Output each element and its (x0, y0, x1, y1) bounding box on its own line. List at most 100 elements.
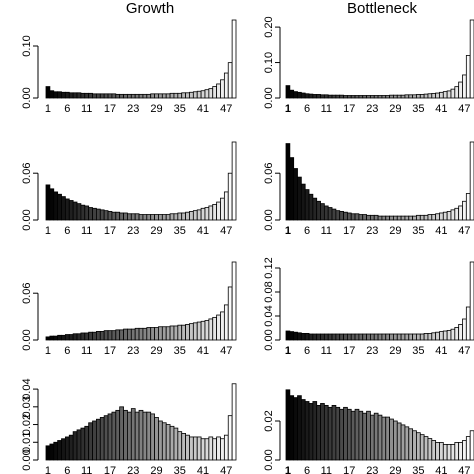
histogram-bar (408, 333, 414, 341)
histogram-bar (189, 91, 194, 99)
x-tick-label: 41 (435, 103, 447, 115)
x-tick-label: 35 (174, 345, 186, 357)
histogram-bar (103, 93, 109, 99)
histogram-bar (323, 404, 329, 461)
histogram-bar (396, 333, 402, 341)
histogram-bar (343, 211, 348, 221)
histogram-bar (423, 214, 429, 221)
histogram-bar (454, 326, 460, 341)
histogram-bar (335, 406, 341, 461)
x-tick-label: 17 (104, 465, 116, 474)
histogram-bar (354, 213, 360, 221)
histogram-bar (419, 94, 425, 99)
histogram-bar (412, 215, 417, 221)
histogram-bar (331, 208, 337, 221)
histogram-bar (119, 212, 124, 221)
histogram-bar (381, 416, 387, 461)
histogram-bar (212, 316, 218, 341)
histogram-bar (439, 91, 444, 99)
histogram-bar (72, 333, 78, 341)
histogram-bar (161, 93, 167, 99)
histogram-bar (450, 443, 456, 461)
x-tick-label: 35 (412, 465, 424, 474)
histogram-bar (111, 330, 117, 341)
histogram-bar (208, 205, 214, 221)
histogram-bar (165, 214, 171, 221)
histogram-bar (53, 441, 59, 461)
histogram-bar (216, 83, 221, 99)
x-tick-label: 1 (285, 103, 291, 115)
histogram-bar (435, 331, 440, 341)
histogram-bar (177, 324, 183, 341)
histogram-bar (173, 325, 179, 341)
histogram-bar (165, 424, 171, 461)
histogram-bar (96, 418, 101, 461)
histogram-bar (192, 91, 198, 99)
histogram-bar (88, 331, 93, 341)
x-tick-label: 47 (220, 103, 232, 115)
histogram-bar (68, 92, 74, 99)
histogram-bar (304, 332, 310, 341)
histogram-bar (343, 406, 348, 461)
histogram-bar (350, 333, 356, 341)
histogram-bar (462, 200, 467, 221)
histogram-bar (72, 92, 78, 99)
histogram-bar (216, 436, 221, 461)
histogram-bar (346, 212, 352, 221)
histogram-bar (450, 209, 456, 221)
x-tick-label: 11 (321, 345, 332, 357)
histogram-bar (327, 207, 333, 221)
histogram-bar (450, 328, 456, 341)
chart-panel-2: 0.00 0.10 0.20 1 6 11 17 23 29 35 41 47 (263, 16, 474, 115)
histogram-bar (431, 332, 437, 341)
histogram-bar (216, 314, 221, 341)
histogram-bar (134, 93, 140, 99)
histogram-bar (227, 62, 233, 99)
x-tick-label: 41 (197, 465, 209, 474)
x-tick-label: 47 (220, 225, 232, 237)
chart-panel-5: 0.00 0.06 1 6 11 17 23 29 35 41 47 (21, 261, 237, 357)
y-tick-label: 0.20 (263, 16, 275, 37)
histogram-bar (366, 410, 371, 461)
histogram-bar (465, 193, 471, 221)
histogram-bar (88, 422, 93, 461)
histogram-bar (358, 214, 364, 221)
histogram-bar (84, 332, 90, 341)
x-tick-label: 17 (104, 225, 116, 237)
histogram-bar (204, 438, 210, 461)
histogram-bar (439, 442, 444, 461)
x-tick-label: 23 (127, 345, 139, 357)
histogram-bar (127, 328, 132, 341)
histogram-bar (96, 331, 101, 341)
histogram-bar (435, 213, 440, 221)
x-tick-label: 29 (150, 345, 162, 357)
histogram-bar (362, 214, 367, 221)
x-tick-label: 29 (389, 103, 401, 115)
histogram-bar (123, 409, 128, 461)
histogram-bar (396, 94, 402, 99)
x-tick-label: 35 (412, 225, 424, 237)
histogram-bar (45, 184, 51, 221)
x-tick-label: 11 (321, 465, 332, 474)
histogram-bar (362, 95, 367, 99)
histogram-bar (297, 176, 302, 221)
histogram-bar (115, 409, 121, 461)
x-tick-label: 17 (343, 345, 355, 357)
histogram-bar (173, 92, 179, 99)
histogram-bar (231, 383, 237, 461)
histogram-bar (454, 442, 460, 461)
histogram-bar (127, 213, 132, 221)
histogram-bar (80, 427, 86, 461)
histogram-bar (76, 203, 82, 221)
histogram-bar (373, 412, 379, 461)
histogram-bar (220, 197, 225, 221)
histogram-bar (107, 211, 113, 221)
x-tick-label: 11 (81, 225, 92, 237)
histogram-bar (419, 434, 425, 461)
histogram-bar (173, 427, 179, 461)
histogram-bar (45, 86, 51, 99)
histogram-bar (177, 92, 183, 99)
histogram-bar (84, 92, 90, 99)
x-tick-label: 6 (304, 225, 310, 237)
histogram-bar (346, 408, 352, 461)
